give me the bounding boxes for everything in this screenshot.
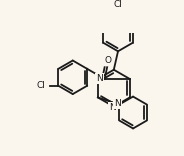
Text: N: N — [109, 103, 116, 112]
Text: Cl: Cl — [36, 81, 45, 90]
Text: N: N — [114, 99, 121, 108]
Text: O: O — [105, 56, 112, 65]
Text: N: N — [96, 74, 103, 83]
Text: Cl: Cl — [114, 0, 122, 9]
